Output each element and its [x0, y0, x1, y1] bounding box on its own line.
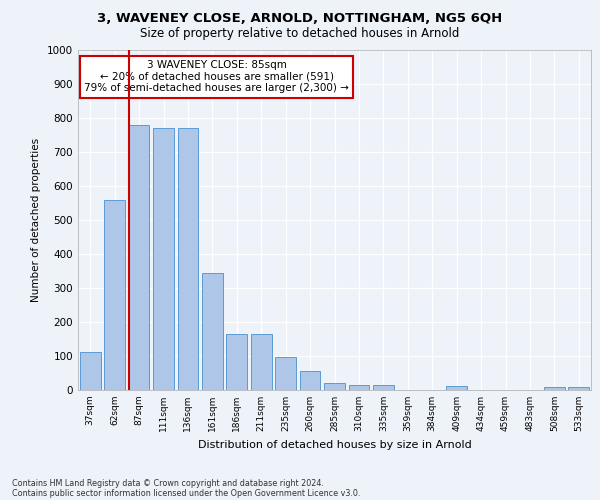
Bar: [324, 383, 345, 390]
Text: Contains public sector information licensed under the Open Government Licence v3: Contains public sector information licen…: [12, 488, 361, 498]
Bar: [373, 385, 394, 390]
Bar: [349, 385, 370, 390]
Text: Size of property relative to detached houses in Arnold: Size of property relative to detached ho…: [140, 28, 460, 40]
Bar: [275, 356, 296, 390]
Bar: [178, 128, 199, 390]
Bar: [544, 386, 565, 390]
Bar: [128, 125, 149, 390]
Bar: [104, 200, 125, 390]
Bar: [153, 128, 174, 390]
Bar: [202, 274, 223, 390]
Text: 3, WAVENEY CLOSE, ARNOLD, NOTTINGHAM, NG5 6QH: 3, WAVENEY CLOSE, ARNOLD, NOTTINGHAM, NG…: [97, 12, 503, 26]
Bar: [80, 352, 101, 390]
Text: 3 WAVENEY CLOSE: 85sqm
← 20% of detached houses are smaller (591)
79% of semi-de: 3 WAVENEY CLOSE: 85sqm ← 20% of detached…: [84, 60, 349, 94]
Bar: [226, 334, 247, 390]
Bar: [251, 334, 272, 390]
Y-axis label: Number of detached properties: Number of detached properties: [31, 138, 41, 302]
Bar: [299, 372, 320, 390]
Text: Contains HM Land Registry data © Crown copyright and database right 2024.: Contains HM Land Registry data © Crown c…: [12, 478, 324, 488]
Bar: [446, 386, 467, 390]
X-axis label: Distribution of detached houses by size in Arnold: Distribution of detached houses by size …: [197, 440, 472, 450]
Bar: [568, 386, 589, 390]
